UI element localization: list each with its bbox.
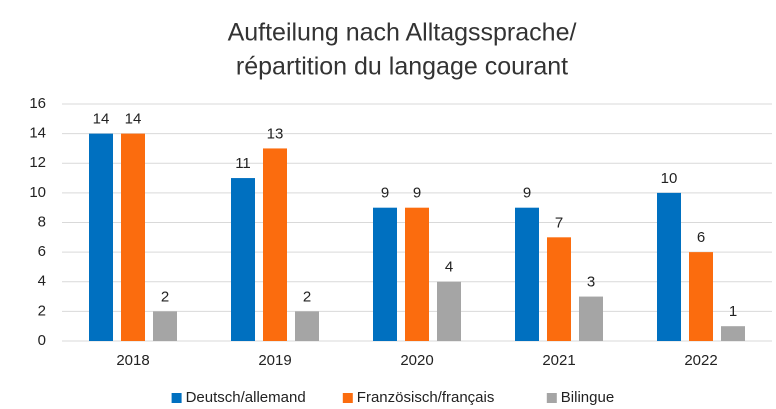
chart-title: répartition du langage courant (236, 53, 568, 81)
x-tick-label: 2019 (258, 352, 291, 369)
data-label: 6 (697, 229, 705, 246)
x-tick-label: 2022 (684, 352, 717, 369)
legend-swatch (546, 393, 557, 403)
data-label: 10 (661, 170, 678, 187)
bar (373, 207, 397, 341)
data-label: 4 (445, 259, 453, 276)
bar (437, 281, 461, 341)
bar (689, 252, 713, 341)
data-label: 7 (555, 214, 563, 231)
data-label: 11 (235, 155, 251, 172)
chart-title: Aufteilung nach Alltagssprache/ (228, 19, 577, 47)
bar (721, 326, 745, 341)
legend-swatch (342, 393, 353, 403)
y-tick-label: 12 (29, 154, 46, 171)
y-tick-label: 10 (29, 184, 46, 201)
y-tick-label: 14 (29, 125, 46, 142)
bar (657, 192, 681, 341)
y-tick-label: 4 (38, 273, 46, 290)
data-label: 2 (161, 288, 169, 305)
legend-label: Bilingue (561, 389, 614, 406)
legend-label: Französisch/français (357, 389, 495, 406)
bar (153, 311, 177, 341)
data-label: 13 (267, 125, 284, 142)
bar (515, 207, 539, 341)
data-label: 2 (303, 288, 311, 305)
bar (405, 207, 429, 341)
bar (89, 133, 113, 341)
x-tick-label: 2021 (542, 352, 575, 369)
bar (263, 148, 287, 341)
legend-label: Deutsch/allemand (186, 389, 306, 406)
x-tick-label: 2020 (400, 352, 433, 369)
bar (579, 296, 603, 341)
data-label: 14 (93, 111, 110, 128)
y-tick-label: 6 (38, 243, 46, 260)
data-label: 1 (729, 303, 737, 320)
bar (121, 133, 145, 341)
x-tick-label: 2018 (116, 352, 149, 369)
legend-swatch (171, 393, 182, 403)
y-tick-label: 0 (38, 332, 46, 349)
bar (231, 178, 255, 341)
data-label: 3 (587, 274, 595, 291)
y-tick-label: 2 (38, 302, 46, 319)
data-label: 14 (125, 111, 142, 128)
y-tick-label: 8 (38, 213, 46, 230)
bar (295, 311, 319, 341)
data-label: 9 (413, 185, 421, 202)
bar (547, 237, 571, 341)
data-label: 9 (381, 185, 389, 202)
y-tick-label: 16 (29, 95, 46, 112)
data-label: 9 (523, 185, 531, 202)
